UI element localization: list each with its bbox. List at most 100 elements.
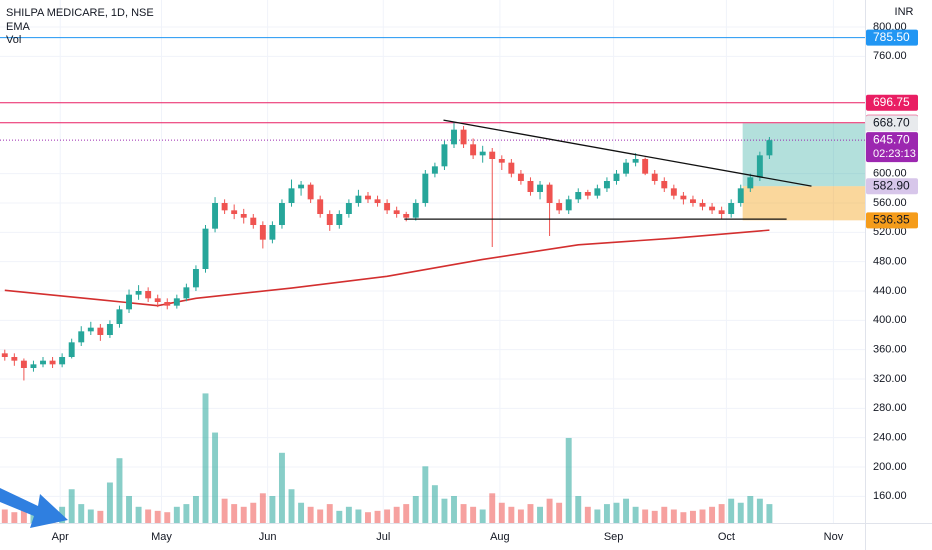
candle-body	[1, 353, 8, 357]
volume-bar	[97, 510, 104, 523]
volume-bar	[87, 509, 94, 523]
y-tick-label: 600.00	[873, 168, 907, 180]
candle-body	[623, 162, 630, 174]
candle-body	[689, 199, 696, 203]
volume-bar	[431, 485, 438, 523]
candle-body	[393, 210, 400, 214]
candle-body	[670, 188, 677, 196]
candle-body	[556, 203, 563, 211]
candle-body	[298, 184, 305, 189]
volume-bar	[135, 506, 142, 523]
volume-bar	[145, 509, 152, 523]
candle-body	[250, 217, 257, 225]
candle-body	[49, 360, 56, 365]
volume-bar	[575, 496, 582, 523]
y-tick-label: 520.00	[873, 226, 907, 238]
price-label-box	[866, 94, 918, 111]
volume-bar	[288, 489, 295, 523]
candle-body	[259, 225, 266, 240]
volume-bar	[68, 489, 75, 523]
y-tick-label: 280.00	[873, 402, 907, 414]
candle-body	[422, 173, 429, 203]
volume-bar	[278, 452, 285, 523]
candle-body	[288, 188, 295, 203]
x-tick-label: Aug	[490, 531, 510, 543]
volume-bar	[298, 502, 305, 523]
y-tick-label: 480.00	[873, 256, 907, 268]
candle-body	[374, 199, 381, 203]
volume-bar	[479, 509, 486, 523]
x-tick-label: May	[151, 531, 172, 543]
volume-bar	[756, 498, 763, 523]
candle-body	[116, 309, 123, 324]
volume-bar	[393, 506, 400, 523]
volume-bar	[221, 498, 228, 523]
candle-body	[30, 364, 37, 368]
candle-body	[498, 159, 505, 163]
volume-bar	[345, 506, 352, 523]
volume-bar	[689, 510, 696, 523]
candle-body	[384, 203, 391, 211]
volume-bar	[651, 510, 658, 523]
volume-bar	[460, 504, 467, 523]
candle-body	[240, 214, 247, 218]
price-label: 582.90	[873, 178, 910, 192]
candle-body	[355, 195, 362, 203]
y-tick-label: 200.00	[873, 461, 907, 473]
candle-body	[431, 166, 438, 174]
volume-bar	[202, 393, 209, 523]
y-tick-label: 320.00	[873, 373, 907, 385]
volume-bar	[307, 506, 314, 523]
volume-bar	[470, 506, 477, 523]
volume-bar	[173, 506, 180, 523]
volume-bar	[422, 466, 429, 523]
volume-bar	[718, 504, 725, 523]
y-tick-label: 400.00	[873, 314, 907, 326]
candle-body	[709, 206, 716, 211]
candle-body	[202, 228, 209, 269]
y-tick-label: 360.00	[873, 344, 907, 356]
volume-bar	[116, 458, 123, 523]
volume-bar	[747, 496, 754, 523]
position-profit	[742, 123, 865, 187]
candle-body	[517, 173, 524, 181]
x-tick-label: Oct	[718, 531, 735, 543]
volume-bar	[106, 482, 113, 523]
position-loss	[742, 186, 865, 221]
volume-bar	[623, 498, 630, 523]
y-tick-label: 440.00	[873, 285, 907, 297]
volume-bar	[613, 502, 620, 523]
candle-body	[145, 291, 152, 299]
volume-bar	[126, 496, 132, 523]
price-label-box	[866, 132, 918, 163]
candle-body	[728, 203, 735, 214]
volume-bar	[336, 510, 343, 523]
candle-body	[336, 214, 343, 225]
volume-bar	[709, 506, 716, 523]
y-tick-label: 560.00	[873, 197, 907, 209]
volume-bar	[737, 502, 744, 523]
candle-body	[106, 324, 113, 335]
candle-body	[78, 331, 85, 343]
volume-bar	[212, 432, 219, 523]
candle-body	[470, 144, 477, 156]
volume-bar	[584, 506, 591, 523]
volume-bar	[680, 512, 687, 523]
volume-bar	[642, 509, 649, 523]
volume-bar	[317, 509, 324, 523]
indicator-label: Vol	[6, 34, 21, 46]
candle-body	[508, 162, 515, 174]
candle-body	[40, 360, 46, 365]
candle-body	[68, 342, 75, 357]
x-tick-label: Nov	[824, 531, 844, 543]
volume-bar	[632, 506, 639, 523]
candle-body	[317, 199, 324, 214]
candle-body	[326, 214, 333, 225]
volume-bar	[498, 502, 505, 523]
volume-bar	[403, 504, 410, 523]
candle-body	[412, 203, 419, 218]
volume-bar	[546, 498, 553, 523]
candle-body	[680, 195, 687, 200]
volume-bar	[326, 504, 333, 523]
